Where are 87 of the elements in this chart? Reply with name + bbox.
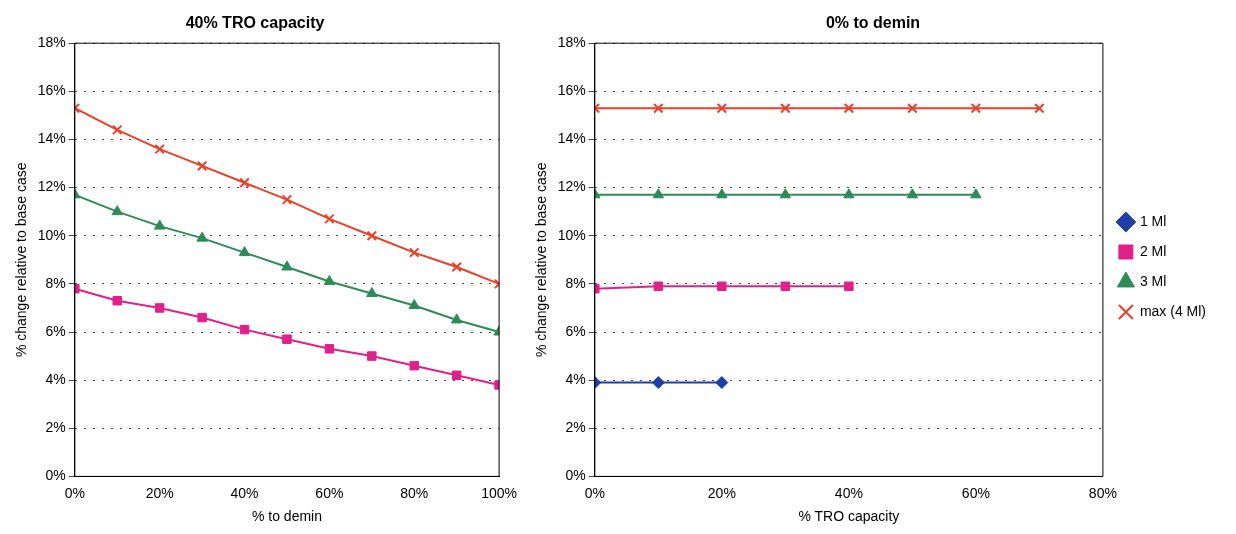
point — [196, 231, 208, 242]
y-axis-title: % change relative to base case — [13, 162, 30, 358]
point — [281, 194, 293, 205]
x-tick-label: 80% — [400, 484, 429, 501]
y-tick-label: 0% — [565, 467, 586, 484]
point — [451, 261, 462, 273]
point — [324, 213, 335, 225]
point — [653, 281, 664, 292]
point — [323, 274, 336, 285]
point — [281, 260, 293, 271]
point — [906, 188, 919, 199]
x-axis-title: % TRO capacity — [798, 508, 900, 525]
y-tick-label: 10% — [557, 226, 586, 243]
point — [366, 230, 378, 241]
y-tick-label: 8% — [45, 274, 66, 291]
point — [239, 177, 250, 189]
point — [651, 376, 665, 390]
point — [843, 188, 855, 199]
point — [111, 205, 123, 216]
y-tick-label: 2% — [565, 419, 586, 436]
point — [844, 281, 854, 292]
x-tick-label: 0% — [64, 484, 85, 501]
point — [451, 370, 462, 381]
y-tick-label: 6% — [45, 322, 66, 339]
point — [779, 188, 792, 199]
y-tick-label: 16% — [37, 82, 66, 99]
point — [409, 360, 419, 371]
y-tick-label: 18% — [37, 34, 66, 51]
point — [366, 286, 378, 297]
point — [154, 303, 165, 313]
point — [112, 295, 122, 306]
y-tick-label: 4% — [45, 370, 66, 387]
y-tick-label: 14% — [37, 130, 66, 147]
legend-label: 1 Ml — [1139, 212, 1167, 229]
point — [970, 102, 982, 114]
point — [112, 124, 123, 136]
x-tick-label: 20% — [707, 484, 736, 501]
point — [153, 219, 166, 230]
point — [324, 344, 335, 354]
x-tick-label: 40% — [230, 484, 259, 501]
point — [450, 313, 463, 324]
point — [843, 102, 855, 114]
legend-label: 2 Ml — [1139, 242, 1167, 259]
point — [970, 188, 982, 199]
y-tick-label: 18% — [557, 34, 586, 51]
point — [716, 188, 728, 199]
point — [282, 334, 292, 344]
y-tick-label: 8% — [565, 274, 586, 291]
y-tick-label: 10% — [37, 226, 66, 243]
x-tick-label: 60% — [315, 484, 344, 501]
point — [907, 102, 918, 114]
y-axis-title: % change relative to base case — [533, 162, 550, 358]
x-tick-label: 20% — [145, 484, 174, 501]
x-tick-label: 0% — [584, 484, 605, 501]
y-tick-label: 2% — [45, 419, 66, 436]
point — [367, 351, 377, 361]
point — [715, 376, 729, 390]
point — [238, 246, 251, 257]
legend-label: max (4 Ml) — [1139, 302, 1207, 319]
point — [239, 324, 250, 335]
point — [196, 160, 208, 172]
x-tick-label: 60% — [961, 484, 990, 501]
point — [408, 299, 420, 310]
point — [409, 247, 420, 258]
point — [653, 102, 664, 114]
y-tick-label: 12% — [557, 178, 586, 195]
point — [780, 281, 791, 292]
x-axis-title: % to demin — [251, 508, 322, 525]
point — [717, 281, 727, 292]
point — [154, 143, 165, 155]
y-tick-label: 4% — [565, 370, 586, 387]
y-tick-label: 6% — [565, 322, 586, 339]
point — [780, 102, 791, 114]
x-tick-label: 40% — [834, 484, 863, 501]
point — [1034, 102, 1045, 114]
point — [652, 188, 665, 199]
point — [197, 312, 207, 323]
x-tick-label: 100% — [481, 484, 517, 501]
point — [716, 102, 728, 114]
chart-title: 0% to demin — [825, 14, 921, 32]
y-tick-label: 12% — [37, 178, 66, 195]
chart-title: 40% TRO capacity — [185, 14, 325, 32]
y-tick-label: 16% — [557, 82, 586, 99]
x-tick-label: 80% — [1088, 484, 1117, 501]
y-tick-label: 0% — [45, 467, 66, 484]
y-tick-label: 14% — [557, 130, 586, 147]
legend-label: 3 Ml — [1139, 272, 1167, 289]
